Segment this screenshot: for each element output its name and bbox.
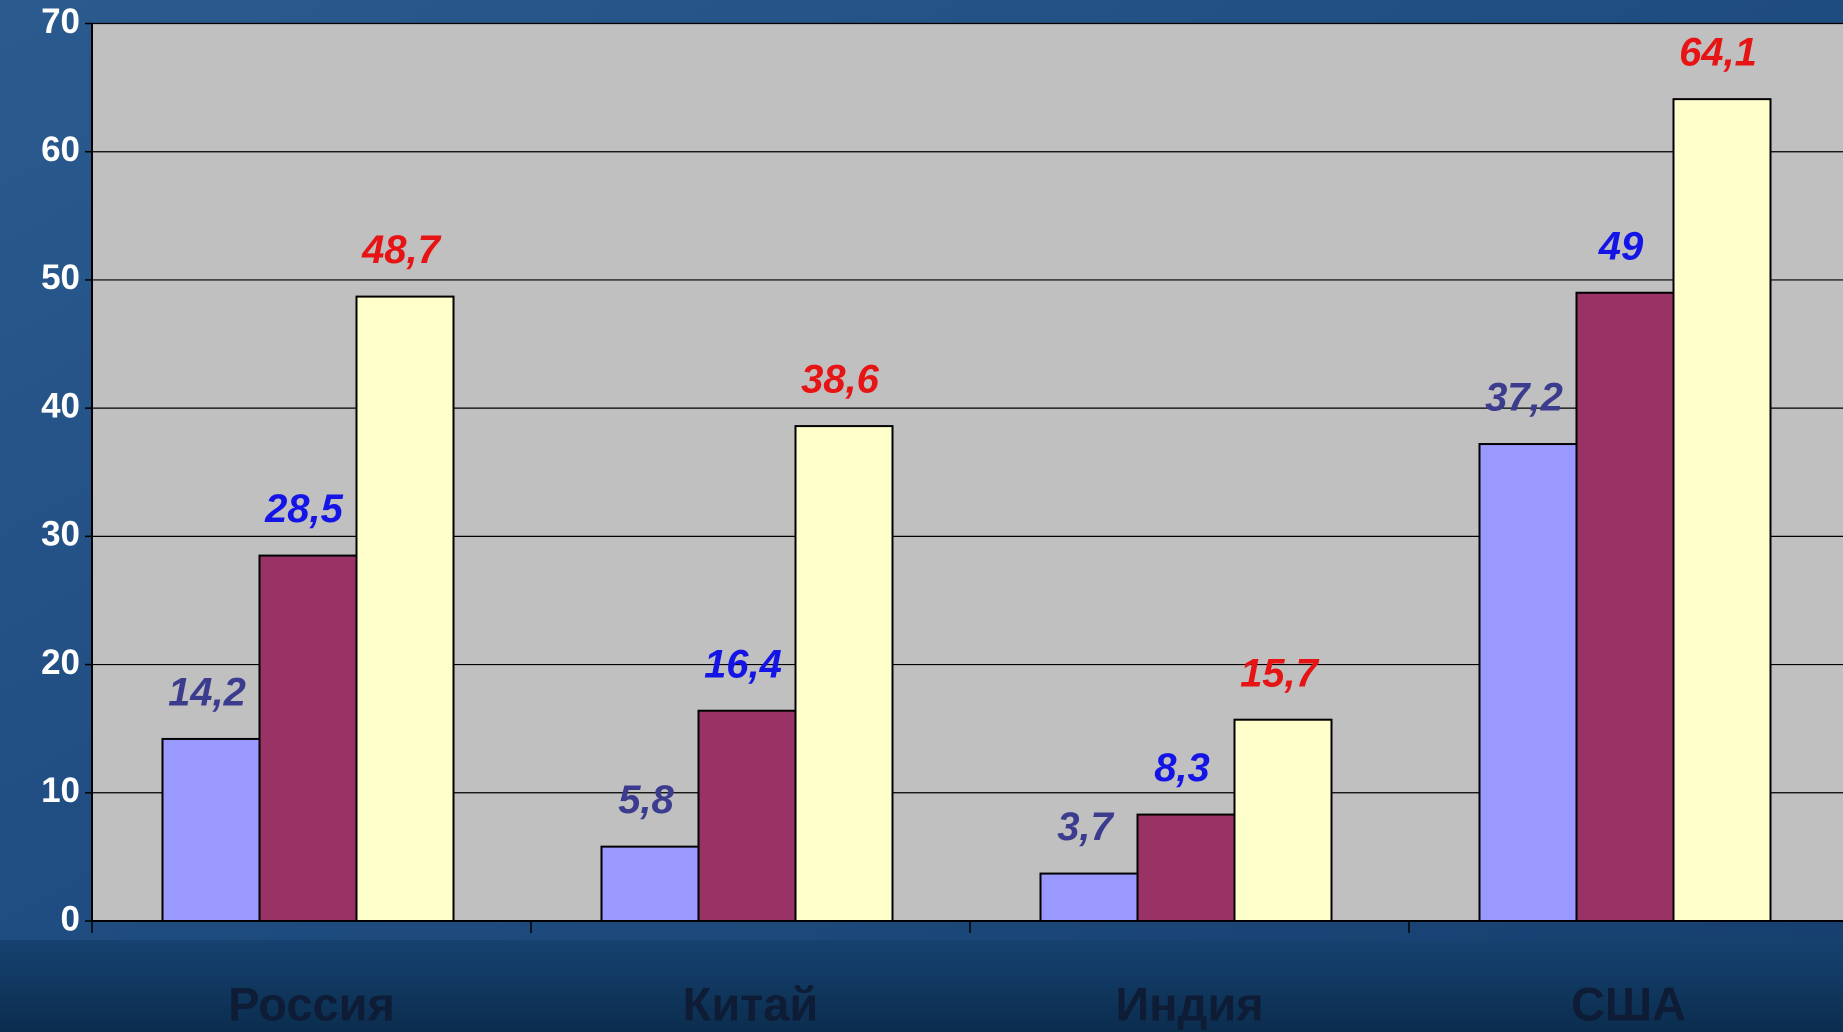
bar	[258, 554, 358, 922]
y-tick-label: 30	[41, 515, 80, 554]
x-tick-label: Китай	[683, 977, 819, 1030]
value-label: 28,5	[264, 487, 344, 531]
bar	[1039, 872, 1139, 923]
value-label: 8,3	[1154, 746, 1210, 790]
value-label: 14,2	[168, 670, 246, 714]
bar	[600, 845, 700, 923]
y-tick-label: 40	[41, 386, 80, 425]
value-label: 5,8	[618, 778, 674, 822]
x-tick-label: Россия	[228, 977, 395, 1030]
y-tick-label: 0	[61, 899, 80, 938]
value-label: 48,7	[361, 228, 442, 272]
bar	[355, 295, 455, 922]
bar	[161, 737, 261, 923]
y-tick-label: 60	[41, 130, 80, 169]
bar	[1575, 291, 1675, 922]
footer-band	[0, 940, 1843, 1032]
y-tick-label: 70	[41, 2, 80, 41]
value-label: 38,6	[801, 358, 880, 402]
value-label: 15,7	[1240, 651, 1320, 695]
bar	[1136, 813, 1236, 923]
bar	[697, 709, 797, 922]
y-tick-label: 20	[41, 643, 80, 682]
bar	[794, 425, 894, 922]
bar	[1672, 98, 1772, 923]
y-tick-label: 10	[41, 771, 80, 810]
value-label: 64,1	[1679, 31, 1757, 75]
x-tick-label: Индия	[1115, 977, 1263, 1030]
y-tick-label: 50	[41, 258, 80, 297]
value-label: 37,2	[1485, 376, 1563, 420]
x-tick-label: США	[1571, 977, 1686, 1030]
value-label: 3,7	[1057, 805, 1114, 849]
bar	[1233, 718, 1333, 922]
value-label: 16,4	[704, 642, 782, 686]
bar	[1478, 443, 1578, 922]
value-label: 49	[1598, 224, 1644, 268]
